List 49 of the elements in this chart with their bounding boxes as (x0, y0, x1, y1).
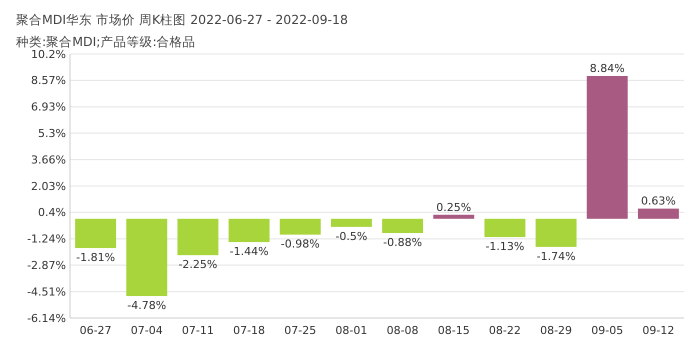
x-tick-label: 08-22 (488, 324, 521, 337)
data-label: -1.81% (76, 251, 116, 264)
y-tick-label: 2.03% (31, 180, 66, 193)
bar (638, 208, 679, 219)
y-tick-label: 5.3% (38, 127, 66, 140)
y-tick-label: -2.87% (27, 259, 66, 272)
x-tick-label: 07-25 (284, 324, 316, 337)
x-tick-label: 08-01 (335, 324, 368, 337)
y-tick-label: -6.14% (27, 312, 66, 325)
data-label: -1.44% (230, 245, 269, 258)
x-tick-label: 06-27 (80, 324, 112, 337)
data-label: -1.74% (536, 250, 576, 263)
bar (382, 218, 424, 234)
x-tick-label: 09-05 (591, 324, 624, 337)
x-tick-label: 09-12 (642, 324, 674, 337)
x-tick-label: 07-04 (130, 324, 163, 337)
bar (433, 214, 474, 219)
bar (177, 218, 218, 256)
bar (228, 218, 270, 242)
x-tick-label: 08-08 (386, 324, 419, 337)
data-label: -0.5% (335, 230, 368, 243)
data-label: 0.25% (436, 200, 472, 214)
y-tick-label: 0.4% (38, 206, 66, 220)
data-label: -1.13% (485, 240, 524, 254)
y-tick-label: -4.51% (27, 286, 66, 299)
x-tick-label: 07-18 (233, 324, 266, 337)
data-label: -4.78% (127, 299, 166, 312)
data-label: -0.98% (280, 238, 320, 251)
x-tick-label: 08-15 (438, 324, 470, 337)
bar (586, 76, 628, 219)
chart-title: 聚合MDI华东 市场价 周K柱图 2022-06-27 - 2022-09-18 (16, 12, 348, 27)
y-tick-label: -1.24% (27, 232, 66, 246)
bar (484, 218, 526, 238)
bar (280, 218, 321, 235)
bar (536, 218, 577, 247)
chart-subtitle: 种类:聚合MDI;产品等级:合格品 (16, 34, 196, 49)
y-tick-label: 3.66% (31, 154, 66, 167)
data-label: -2.25% (178, 258, 218, 272)
bar (126, 218, 168, 296)
bar (330, 218, 372, 227)
y-tick-label: 8.57% (31, 74, 66, 88)
data-label: 8.84% (590, 62, 625, 75)
x-tick-label: 07-11 (182, 324, 214, 337)
x-tick-label: 08-29 (540, 324, 572, 337)
data-label: 0.63% (640, 194, 676, 208)
data-label: -0.88% (383, 236, 422, 250)
bar (75, 218, 116, 248)
y-tick-label: 10.2% (31, 48, 66, 61)
y-tick-label: 6.93% (31, 100, 66, 114)
